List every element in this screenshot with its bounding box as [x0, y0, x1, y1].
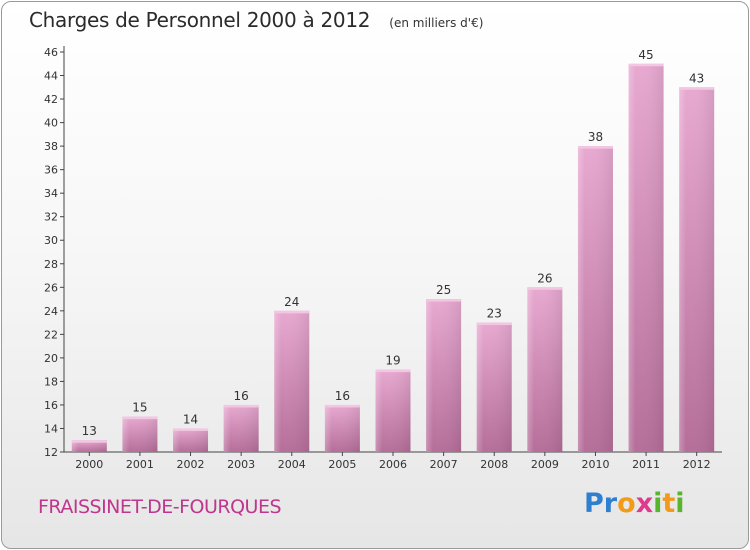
- bar-value-label: 15: [132, 401, 147, 415]
- bar-top-highlight: [577, 146, 613, 149]
- bar-shading: [679, 87, 715, 452]
- logo-letter: P: [584, 488, 604, 519]
- x-tick-label: 2012: [683, 458, 711, 471]
- x-tick-label: 2006: [379, 458, 407, 471]
- bar-value-label: 45: [638, 48, 653, 62]
- x-tick-label: 2008: [480, 458, 508, 471]
- logo-letter: r: [603, 488, 618, 519]
- bar-value-label: 16: [234, 389, 249, 403]
- bar-top-highlight: [527, 287, 563, 290]
- bar-top-highlight: [223, 404, 259, 408]
- bar-shading: [122, 416, 158, 452]
- bar-top-highlight: [375, 369, 411, 373]
- bar-top-highlight: [274, 310, 310, 314]
- bar-value-label: 25: [436, 283, 451, 297]
- y-tick-label: 24: [44, 305, 58, 318]
- y-tick-label: 32: [44, 211, 58, 224]
- bar-top-highlight: [324, 404, 360, 408]
- bar-shading: [527, 287, 563, 452]
- y-tick-label: 28: [44, 258, 58, 271]
- y-tick-label: 12: [44, 446, 58, 459]
- bar-top-highlight: [628, 63, 664, 67]
- bar-top-highlight: [173, 428, 209, 431]
- bar-value-label: 38: [588, 130, 603, 144]
- x-tick-label: 2001: [126, 458, 154, 471]
- bar-shading: [71, 440, 107, 452]
- commune-name: FRAISSINET-DE-FOURQUES: [38, 496, 282, 518]
- bar-shading: [577, 146, 613, 452]
- bar-value-label: 16: [335, 389, 350, 403]
- bar-top-highlight: [122, 416, 158, 420]
- logo-letter: o: [617, 488, 636, 519]
- bar-shading: [324, 404, 360, 452]
- chart-subtitle: (en milliers d'€): [389, 16, 484, 30]
- x-tick-label: 2000: [75, 458, 103, 471]
- bar-value-label: 23: [487, 307, 502, 321]
- y-tick-label: 14: [44, 422, 58, 435]
- logo-letter: t: [662, 488, 676, 519]
- x-tick-label: 2004: [278, 458, 306, 471]
- y-tick-label: 30: [44, 234, 58, 247]
- y-tick-label: 34: [44, 187, 58, 200]
- bar-shading: [223, 404, 259, 452]
- logo-letter: x: [635, 488, 654, 519]
- y-tick-label: 26: [44, 281, 58, 294]
- y-tick-label: 20: [44, 352, 58, 365]
- bar-top-highlight: [71, 440, 107, 443]
- bar-value-label: 26: [537, 271, 552, 285]
- x-tick-label: 2005: [328, 458, 356, 471]
- y-tick-label: 42: [44, 93, 58, 106]
- y-tick-label: 44: [44, 70, 58, 83]
- bar-value-label: 13: [82, 424, 97, 438]
- x-tick-label: 2002: [177, 458, 205, 471]
- proxiti-logo: Proxiti: [584, 488, 685, 519]
- bar-value-label: 14: [183, 412, 198, 426]
- y-tick-label: 38: [44, 140, 58, 153]
- y-tick-label: 40: [44, 117, 58, 130]
- bar-value-label: 19: [385, 354, 400, 368]
- bar-shading: [476, 322, 512, 452]
- bar-top-highlight: [476, 322, 512, 326]
- bar-shading: [628, 63, 664, 452]
- y-tick-label: 16: [44, 399, 58, 412]
- bar-shading: [274, 310, 310, 452]
- x-tick-label: 2009: [531, 458, 559, 471]
- bar-shading: [375, 369, 411, 452]
- y-tick-label: 36: [44, 164, 58, 177]
- x-tick-label: 2003: [227, 458, 255, 471]
- logo-letter: i: [653, 488, 663, 519]
- title-row: Charges de Personnel 2000 à 2012 (en mil…: [29, 8, 483, 32]
- bar-shading: [173, 428, 209, 452]
- chart-title: Charges de Personnel 2000 à 2012: [29, 8, 371, 32]
- x-tick-label: 2007: [430, 458, 458, 471]
- bar-value-label: 24: [284, 295, 299, 309]
- bar-top-highlight: [679, 87, 715, 90]
- bar-top-highlight: [426, 299, 462, 302]
- logo-letter: i: [675, 488, 685, 519]
- y-tick-label: 18: [44, 375, 58, 388]
- y-tick-label: 22: [44, 328, 58, 341]
- bar-shading: [426, 299, 462, 452]
- y-tick-label: 46: [44, 46, 58, 59]
- x-tick-label: 2010: [581, 458, 609, 471]
- x-tick-label: 2011: [632, 458, 660, 471]
- bar-value-label: 43: [689, 71, 704, 85]
